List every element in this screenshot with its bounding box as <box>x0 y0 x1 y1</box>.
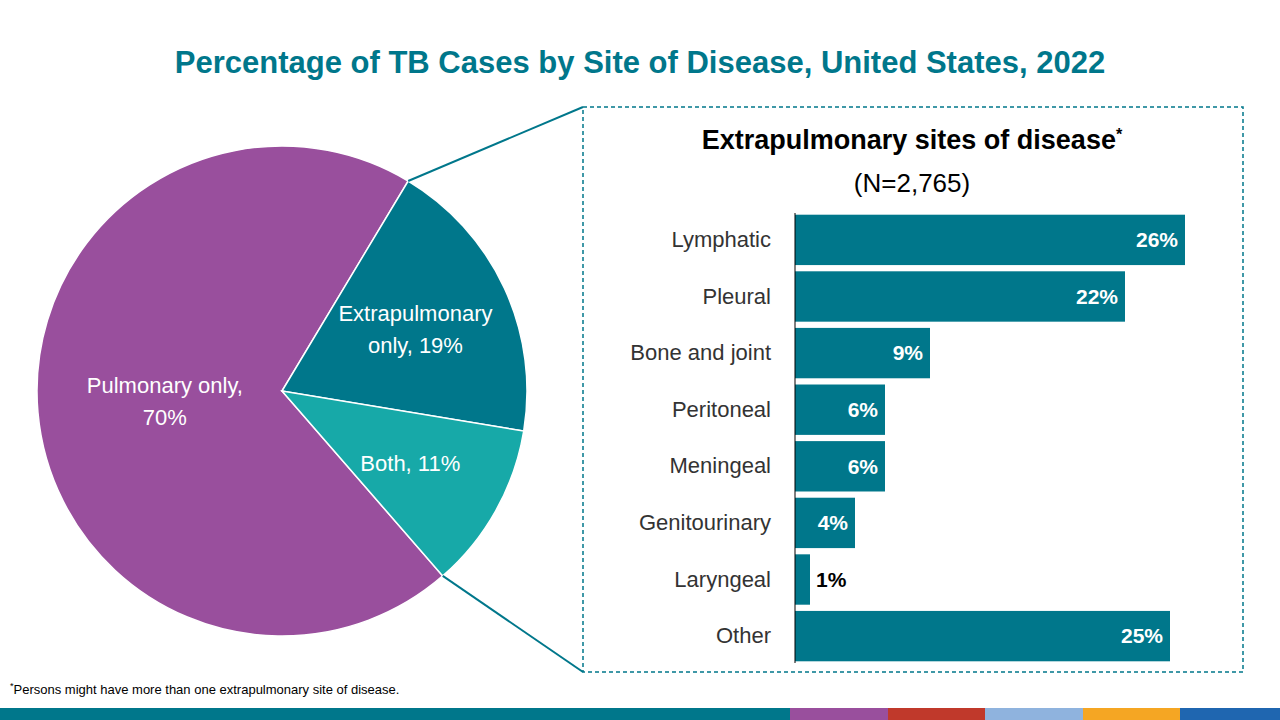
bar <box>795 271 1125 321</box>
bar <box>795 441 885 491</box>
data-label: 6% <box>848 455 879 478</box>
footer-band <box>0 708 790 720</box>
tick-label: Other <box>716 623 771 648</box>
connector-line <box>408 107 583 181</box>
tick: Meningeal <box>669 453 771 478</box>
footer-band <box>790 708 888 720</box>
tick: Peritoneal <box>672 397 771 422</box>
tick-label: Peritoneal <box>672 397 771 422</box>
bar <box>795 385 885 435</box>
tick-label: Laryngeal <box>674 567 771 592</box>
pie-label: Both, 11% <box>360 451 460 476</box>
footnote: *Persons might have more than one extrap… <box>10 681 399 697</box>
footer-band <box>985 708 1083 720</box>
bars <box>795 215 1185 662</box>
y-axis: Lymphatic Pleural Bone and joint Peritoneal… <box>630 213 795 663</box>
data-label: 22% <box>1076 285 1118 308</box>
tick: Bone and joint <box>630 340 771 365</box>
tick: Genitourinary <box>639 510 771 535</box>
tick: Other <box>716 623 771 648</box>
bar <box>795 611 1170 661</box>
bar-chart-subtitle: (N=2,765) <box>854 168 970 198</box>
data-labels: 26% 22% 9% 6% 6% 4% 1% 25% <box>816 228 1178 647</box>
pie-label: Pulmonary only,70% <box>87 373 243 430</box>
chart-canvas: Percentage of TB Cases by Site of Diseas… <box>0 0 1280 720</box>
tick-label: Lymphatic <box>672 227 771 252</box>
footer-band <box>1180 708 1280 720</box>
zoom-box <box>583 107 1243 672</box>
pie: Pulmonary only,70% Extrapulmonaryonly, 19… <box>37 146 527 636</box>
tick: Lymphatic <box>672 227 771 252</box>
pie-slice-both <box>282 391 524 576</box>
data-label: 4% <box>818 511 849 534</box>
axis-line <box>795 213 796 663</box>
bar <box>795 498 855 548</box>
data-label: 26% <box>1136 228 1178 251</box>
bar <box>795 328 930 378</box>
data-label: 9% <box>893 341 924 364</box>
data-label: 1% <box>816 568 847 591</box>
bar-chart-title: Extrapulmonary sites of disease* <box>702 125 1123 155</box>
footer-band <box>888 708 985 720</box>
pie-slice-extrapulmonary-only <box>282 181 527 431</box>
data-label: 6% <box>848 398 879 421</box>
title: Percentage of TB Cases by Site of Diseas… <box>175 45 1105 80</box>
tick-label: Bone and joint <box>630 340 771 365</box>
tick: Pleural <box>703 284 771 309</box>
bar <box>795 554 810 604</box>
tick-label: Meningeal <box>669 453 771 478</box>
connector-line <box>443 576 583 672</box>
tick-label: Pleural <box>703 284 771 309</box>
pie-label: Extrapulmonaryonly, 19% <box>338 301 492 358</box>
tick-label: Genitourinary <box>639 510 771 535</box>
tick: Laryngeal <box>674 567 771 592</box>
bar <box>795 215 1185 265</box>
data-label: 25% <box>1121 624 1163 647</box>
footer-band <box>1083 708 1180 720</box>
